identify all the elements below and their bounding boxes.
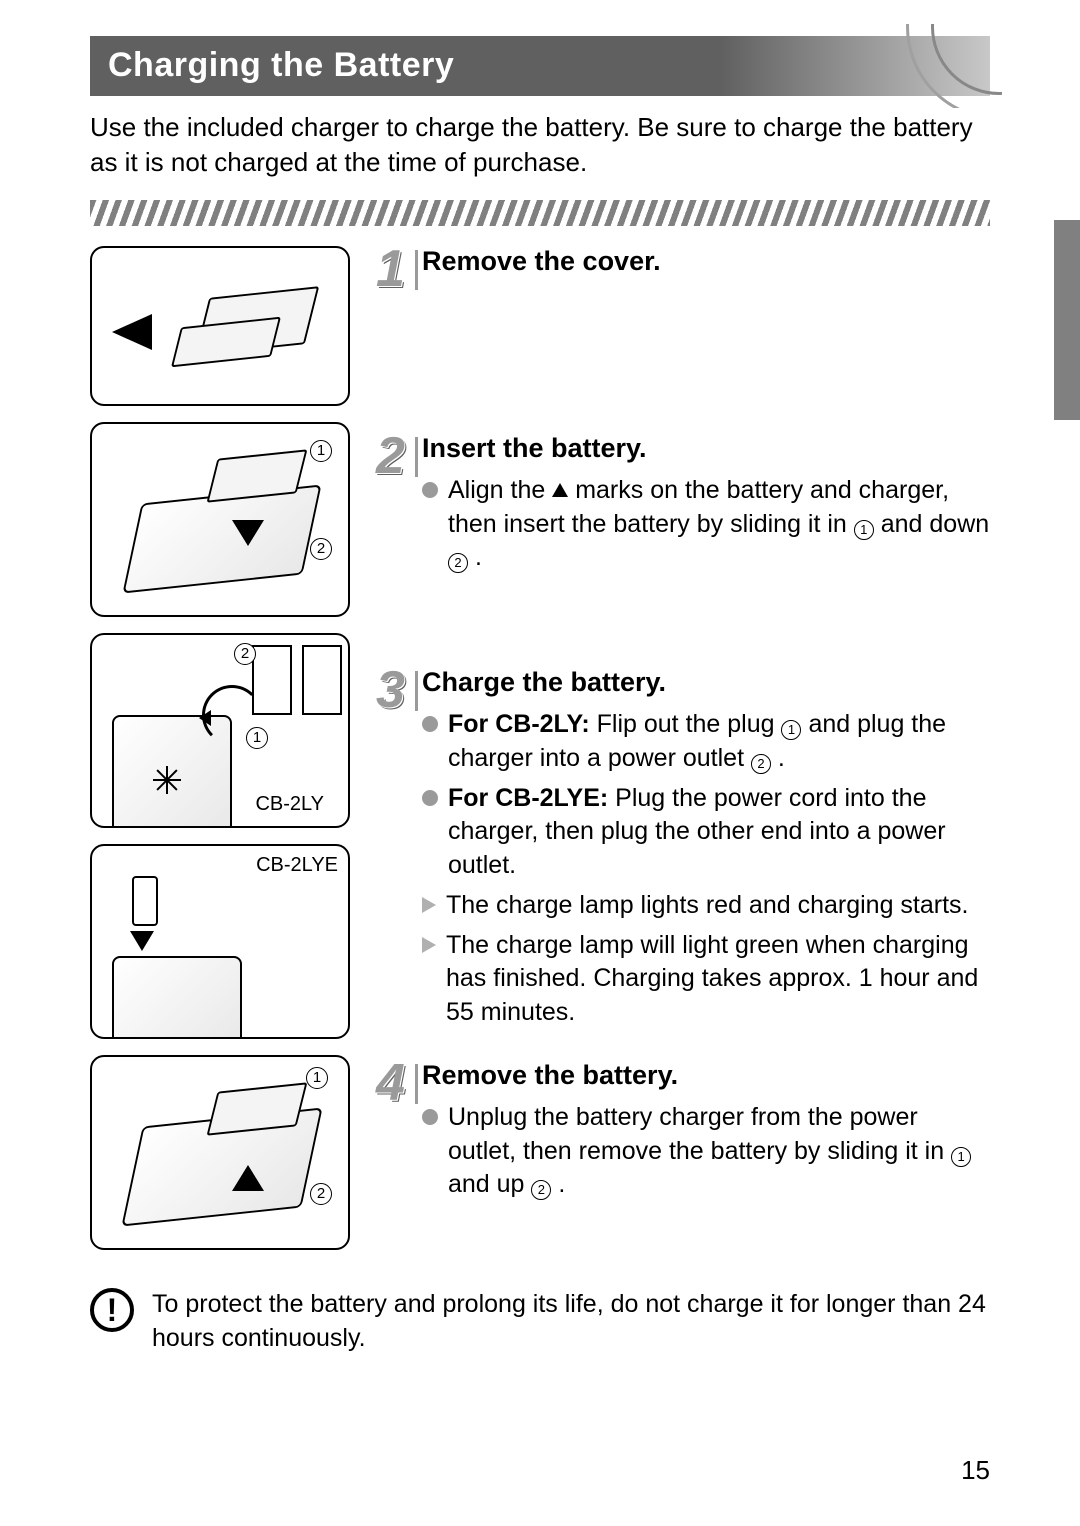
illus-label-cb2lye: CB-2LYE — [256, 854, 338, 877]
triangle-mark-icon — [552, 483, 568, 497]
illustration-cb-2lye: CB-2LYE — [90, 844, 350, 1039]
bullet-text: and down — [881, 510, 989, 538]
circled-2-icon: 2 — [751, 754, 771, 774]
bullet-text: . — [778, 744, 785, 772]
hatch-separator — [90, 200, 990, 226]
step-1: 1 Remove the cover. — [376, 246, 990, 293]
callout-1-icon: 1 — [310, 440, 332, 462]
callout-2-icon: 2 — [310, 1183, 332, 1205]
bullet-triangle-icon — [422, 897, 436, 913]
circled-1-icon: 1 — [854, 520, 874, 540]
circled-1-icon: 1 — [951, 1147, 971, 1167]
bullet-triangle-icon — [422, 937, 436, 953]
step-title: Insert the battery. — [422, 433, 990, 464]
step-title: Remove the battery. — [422, 1060, 990, 1091]
callout-2-icon: 2 — [310, 538, 332, 560]
step-3: 3 Charge the battery. For CB-2LY: Flip o… — [376, 667, 990, 1036]
bullet-item: The charge lamp lights red and charging … — [422, 889, 990, 923]
bullet-text: and up — [448, 1170, 531, 1198]
circled-2-icon: 2 — [531, 1180, 551, 1200]
text-column: 1 Remove the cover. 2 Insert the battery… — [376, 246, 990, 1266]
step-4: 4 Remove the battery. Unplug the battery… — [376, 1060, 990, 1208]
bullet-text: The charge lamp lights red and charging … — [446, 889, 969, 923]
step-number: 4 — [376, 1060, 408, 1208]
circled-2-icon: 2 — [448, 553, 468, 573]
circled-1-icon: 1 — [781, 720, 801, 740]
bullet-dot-icon — [422, 790, 438, 806]
warning-box: ! To protect the battery and prolong its… — [90, 1288, 990, 1356]
bullet-text: Align the — [448, 476, 552, 504]
steps-area: 1 2 2 1 CB-2LY CB-2LYE — [90, 246, 990, 1266]
illustration-remove-cover — [90, 246, 350, 406]
bullet-dot-icon — [422, 716, 438, 732]
step-title: Remove the cover. — [422, 246, 990, 277]
warning-icon: ! — [90, 1288, 134, 1332]
illustration-column: 1 2 2 1 CB-2LY CB-2LYE — [90, 246, 350, 1266]
bullet-item: Unplug the battery charger from the powe… — [422, 1101, 990, 1202]
callout-2-icon: 2 — [234, 643, 256, 665]
illustration-cb-2ly: 2 1 CB-2LY — [90, 633, 350, 828]
bullet-item: Align the marks on the battery and charg… — [422, 474, 990, 575]
bullet-text: . — [558, 1170, 565, 1198]
page-number: 15 — [961, 1455, 990, 1486]
bullet-item: The charge lamp will light green when ch… — [422, 929, 990, 1030]
page-title: Charging the Battery — [90, 36, 990, 85]
title-bar: Charging the Battery — [90, 36, 990, 96]
illustration-insert-battery: 1 2 — [90, 422, 350, 617]
warning-text: To protect the battery and prolong its l… — [152, 1288, 990, 1356]
step-2: 2 Insert the battery. Align the marks on… — [376, 433, 990, 581]
bullet-item: For CB-2LYE: Plug the power cord into th… — [422, 782, 990, 883]
step-number: 2 — [376, 433, 408, 581]
bullet-text: Flip out the plug — [597, 710, 782, 738]
bullet-item: For CB-2LY: Flip out the plug 1 and plug… — [422, 708, 990, 776]
manual-page: Charging the Battery Use the included ch… — [0, 0, 1080, 1526]
step-title: Charge the battery. — [422, 667, 990, 698]
bullet-bold: For CB-2LY: — [448, 710, 590, 738]
intro-text: Use the included charger to charge the b… — [90, 110, 990, 180]
bullet-dot-icon — [422, 482, 438, 498]
bullet-text: . — [475, 543, 482, 571]
bullet-bold: For CB-2LYE: — [448, 784, 608, 812]
bullet-dot-icon — [422, 1109, 438, 1125]
bullet-text: The charge lamp will light green when ch… — [446, 929, 990, 1030]
callout-1-icon: 1 — [306, 1067, 328, 1089]
illus-label-cb2ly: CB-2LY — [255, 793, 324, 816]
illustration-remove-battery: 1 2 — [90, 1055, 350, 1250]
bullet-text: Unplug the battery charger from the powe… — [448, 1103, 951, 1165]
step-number: 3 — [376, 667, 408, 1036]
callout-1-icon: 1 — [246, 727, 268, 749]
step-number: 1 — [376, 246, 408, 293]
